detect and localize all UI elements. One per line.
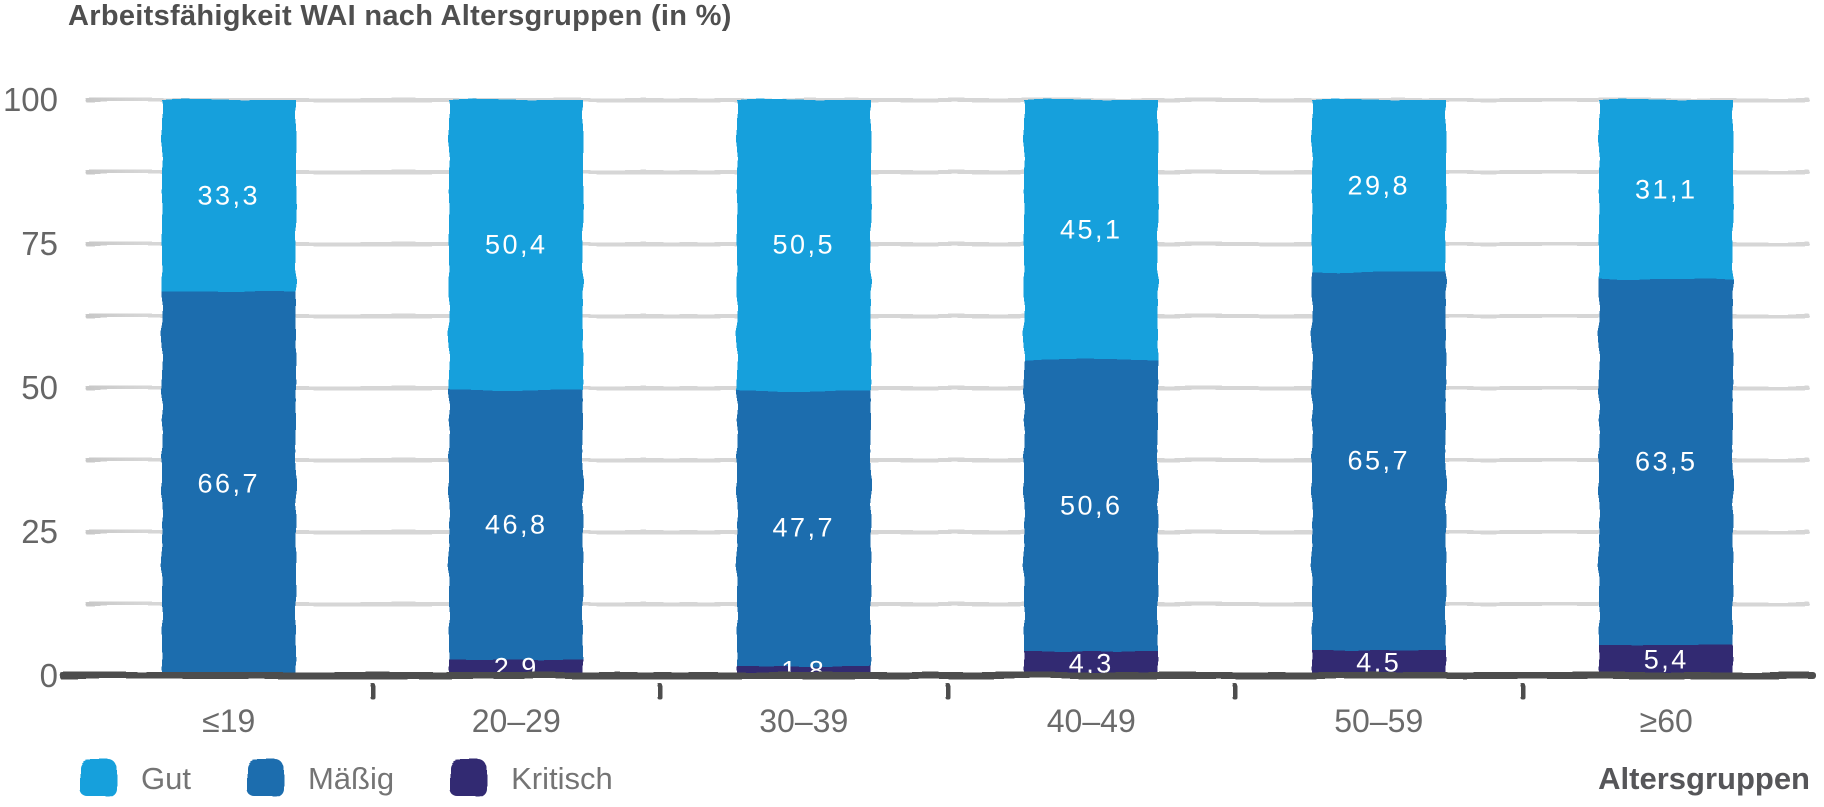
bar-segment-kritisch — [736, 665, 871, 676]
x-axis-line — [59, 672, 1816, 679]
bar-group: 66,7 33,3 — [85, 100, 373, 676]
bar-segment-maessig — [1024, 359, 1159, 652]
y-axis-tick-label: 100 — [2, 80, 58, 118]
x-axis-tick-label: 40–49 — [1046, 703, 1136, 739]
legend-item: Mäßig — [246, 759, 395, 797]
bar-segment-maessig — [161, 291, 296, 676]
bar-stack — [449, 100, 584, 676]
x-axis-tick — [1232, 683, 1238, 699]
x-axis-tick-label: ≤19 — [202, 703, 256, 739]
bar-segment-gut — [1599, 100, 1734, 280]
bar-stack — [161, 100, 296, 676]
gridline — [85, 386, 1810, 390]
bar-segment-kritisch — [1024, 651, 1159, 676]
legend-swatch-gut — [80, 759, 117, 797]
x-axis-tick — [369, 683, 375, 699]
gridline — [85, 314, 1810, 318]
gridline — [85, 170, 1810, 174]
bar-stack — [1311, 100, 1446, 676]
y-axis-tick-label: 0 — [39, 656, 58, 694]
legend-label: Kritisch — [511, 760, 613, 796]
y-axis-tick-label: 75 — [21, 224, 58, 262]
x-axis-tick — [945, 683, 950, 699]
y-axis-labels: 100 75 50 25 0 — [0, 83, 58, 692]
x-axis-tick-label: 50–59 — [1334, 703, 1424, 739]
gridline — [85, 602, 1810, 606]
x-axis-tick-label: 30–39 — [759, 703, 849, 739]
gridline — [85, 530, 1810, 534]
bar-segment-maessig — [449, 390, 584, 660]
legend-swatch-maessig — [246, 759, 284, 797]
x-axis-ticks — [85, 676, 1810, 702]
y-axis-tick-label: 25 — [21, 512, 58, 550]
bar-group: 4,3 50,6 45,1 — [948, 100, 1236, 677]
bar-segment-maessig — [1599, 279, 1734, 645]
bar-segment-gut — [1024, 100, 1159, 360]
gridline — [85, 98, 1810, 102]
x-axis-labels: ≤19 20–29 30–39 40–49 50–59 ≥60 — [85, 703, 1810, 739]
bar-group: 1,8 47,7 50,5 — [660, 100, 948, 684]
bar-segment-gut — [1311, 100, 1446, 272]
y-axis-tick-label: 50 — [21, 368, 58, 406]
x-axis-tick-label: 20–29 — [471, 703, 561, 739]
legend-label: Mäßig — [307, 760, 395, 796]
x-axis-tick-label: ≥60 — [1639, 703, 1693, 739]
bar-segment-maessig — [1311, 271, 1446, 651]
bar-stack — [736, 100, 871, 676]
x-axis-tick — [657, 683, 663, 699]
bar-segment-kritisch — [1599, 644, 1734, 676]
bar-segment-gut — [161, 100, 296, 292]
bar-segment-gut — [449, 100, 584, 391]
bars: 66,7 33,3 2,9 46,8 50,4 1,8 47,7 50,5 4,3 50,6 45,… — [85, 100, 1811, 684]
bar-stack — [1024, 100, 1159, 676]
legend-item: Gut — [80, 759, 191, 797]
x-axis-title: Altersgruppen — [1598, 760, 1810, 796]
bar-segment-kritisch — [1311, 650, 1446, 676]
gridline — [85, 458, 1810, 462]
bar-segment-kritisch — [449, 659, 584, 676]
gridline — [85, 242, 1810, 246]
bar-group: 2,9 46,8 50,4 — [373, 100, 661, 681]
footer: Gut Mäßig Kritisch Altersgruppen — [80, 756, 1810, 800]
legend-label: Gut — [141, 760, 191, 796]
bar-group: 5,4 63,5 31,1 — [1523, 100, 1811, 676]
bar-stack — [1599, 100, 1734, 676]
legend-item: Kritisch — [450, 759, 613, 797]
gridlines — [85, 98, 1810, 676]
legend: Gut Mäßig Kritisch — [80, 759, 613, 797]
bar-segment-gut — [736, 100, 871, 391]
legend-swatch-kritisch — [450, 759, 488, 797]
bar-segment-maessig — [736, 390, 871, 666]
bar-group: 4,5 65,7 29,8 — [1235, 100, 1523, 676]
x-axis-tick — [1520, 683, 1525, 699]
chart-title: Arbeitsfähigkeit WAI nach Altersgruppen … — [68, 0, 732, 32]
plot-area: 66,7 33,3 2,9 46,8 50,4 1,8 47,7 50,5 4,3 50,6 45,… — [59, 98, 1816, 699]
